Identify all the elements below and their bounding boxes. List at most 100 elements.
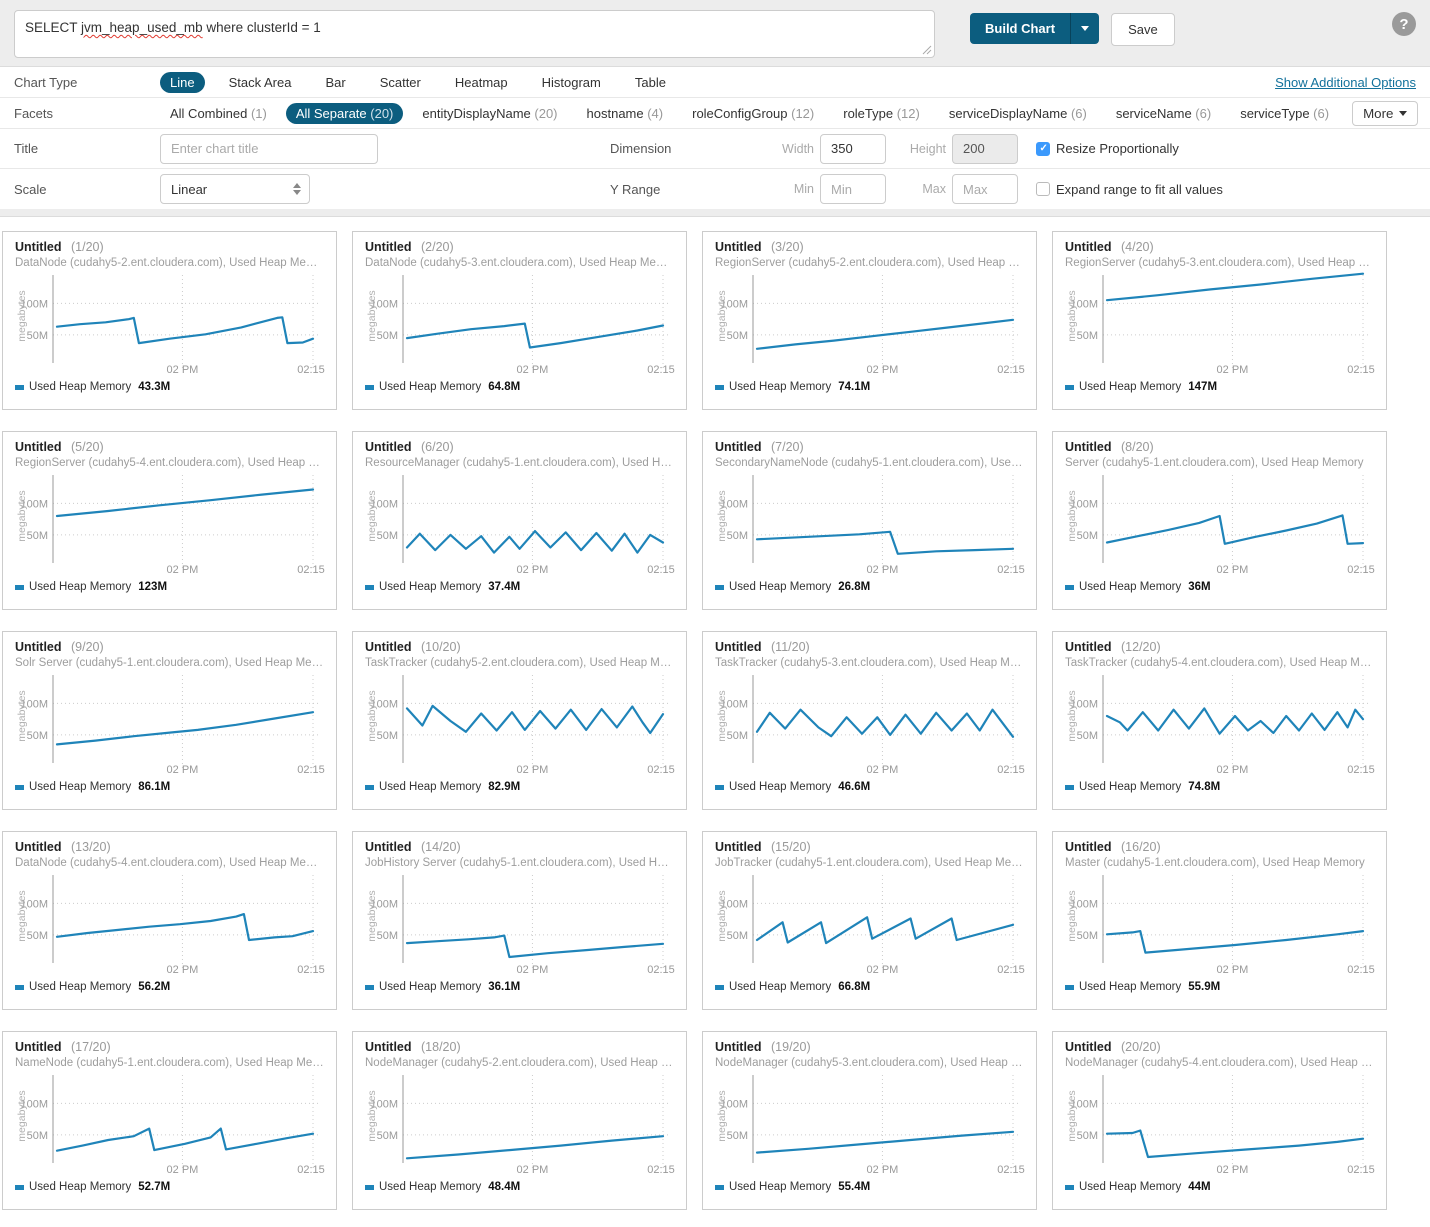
- line-chart-svg: 100M 50M 02 PM 02:15 megabytes: [366, 1075, 675, 1176]
- chart-type-option-scatter[interactable]: Scatter: [379, 74, 421, 90]
- chart-legend: Used Heap Memory 36M: [1065, 581, 1374, 593]
- svg-text:50M: 50M: [1077, 930, 1098, 942]
- line-chart-svg: 100M 50M 02 PM 02:15 megabytes: [366, 875, 675, 976]
- y-axis-label: megabytes: [716, 1090, 728, 1141]
- svg-text:100M: 100M: [720, 498, 748, 510]
- svg-text:50M: 50M: [377, 330, 398, 342]
- chart-legend: Used Heap Memory 26.8M: [715, 581, 1024, 593]
- facet-option-roleconfiggroup[interactable]: roleConfigGroup (12): [692, 105, 815, 121]
- chart-type-option-line[interactable]: Line: [160, 71, 205, 93]
- svg-text:50M: 50M: [1077, 530, 1098, 542]
- chart-card: Untitled (12/20) TaskTracker (cudahy5-4.…: [1052, 631, 1387, 810]
- chart-legend: Used Heap Memory 66.8M: [715, 981, 1024, 993]
- build-chart-dropdown-button[interactable]: [1070, 13, 1099, 44]
- chart-title: Untitled: [365, 240, 412, 254]
- expand-range-checkbox[interactable]: [1036, 182, 1050, 196]
- facet-option-all-combined[interactable]: All Combined (1): [170, 105, 267, 121]
- svg-text:02:15: 02:15: [647, 564, 675, 576]
- chart-type-option-stack-area[interactable]: Stack Area: [228, 74, 292, 90]
- chart-type-option-bar[interactable]: Bar: [325, 74, 346, 90]
- chart-index: (20/20): [1121, 1040, 1161, 1054]
- chart-title-input[interactable]: [160, 133, 378, 164]
- line-chart-svg: 100M 50M 02 PM 02:15 megabytes: [716, 275, 1025, 376]
- facet-option-hostname[interactable]: hostname (4): [586, 105, 664, 121]
- chart-legend: Used Heap Memory 36.1M: [365, 981, 674, 993]
- legend-label: Used Heap Memory: [29, 1181, 132, 1193]
- scale-yrange-row: Scale Linear Y Range Min Max Expand rang…: [0, 169, 1430, 209]
- legend-value: 46.6M: [838, 781, 871, 793]
- chart-subtitle: Server (cudahy5-1.ent.cloudera.com), Use…: [1065, 457, 1364, 469]
- series-line: [1105, 707, 1365, 735]
- y-axis-label: megabytes: [1066, 1090, 1078, 1141]
- yrange-min-input[interactable]: [820, 174, 886, 204]
- svg-text:50M: 50M: [27, 930, 48, 942]
- chart-title: Untitled: [15, 640, 62, 654]
- y-axis-label: megabytes: [366, 290, 378, 341]
- chart-index: (11/20): [771, 640, 810, 654]
- expand-range-option[interactable]: Expand range to fit all values: [1036, 182, 1223, 197]
- chart-legend: Used Heap Memory 52.7M: [15, 1181, 324, 1193]
- query-text-prefix: SELECT: [25, 20, 82, 35]
- series-line: [55, 912, 315, 942]
- yrange-max-input[interactable]: [952, 174, 1018, 204]
- svg-text:100M: 100M: [370, 698, 398, 710]
- chart-subtitle: Solr Server (cudahy5-1.ent.cloudera.com)…: [15, 657, 324, 669]
- legend-label: Used Heap Memory: [379, 1181, 482, 1193]
- svg-text:50M: 50M: [1077, 730, 1098, 742]
- chart-plot: 100M 50M 02 PM 02:15 megabytes: [365, 671, 675, 779]
- line-chart-svg: 100M 50M 02 PM 02:15 megabytes: [366, 675, 675, 776]
- facet-option-servicetype[interactable]: serviceType (6): [1240, 105, 1330, 121]
- chart-type-option-histogram[interactable]: Histogram: [541, 74, 601, 90]
- legend-value: 26.8M: [838, 581, 871, 593]
- build-chart-button[interactable]: Build Chart: [985, 21, 1056, 36]
- chart-card: Untitled (2/20) DataNode (cudahy5-3.ent.…: [352, 231, 687, 410]
- chart-plot: 100M 50M 02 PM 02:15 megabytes: [15, 271, 325, 379]
- svg-text:50M: 50M: [377, 730, 398, 742]
- chart-index: (17/20): [71, 1040, 111, 1054]
- legend-swatch-icon: [715, 1184, 724, 1190]
- help-icon[interactable]: ?: [1392, 12, 1416, 36]
- svg-text:02 PM: 02 PM: [1217, 764, 1249, 776]
- series-line: [755, 1130, 1015, 1154]
- svg-text:50M: 50M: [727, 730, 748, 742]
- chart-legend: Used Heap Memory 43.3M: [15, 381, 324, 393]
- line-chart-svg: 100M 50M 02 PM 02:15 megabytes: [716, 475, 1025, 576]
- textarea-resize-handle-icon[interactable]: [922, 45, 932, 55]
- chart-subtitle: DataNode (cudahy5-3.ent.cloudera.com), U…: [365, 257, 674, 269]
- chart-title: Untitled: [1065, 840, 1112, 854]
- chart-subtitle: RegionServer (cudahy5-2.ent.cloudera.com…: [715, 257, 1024, 269]
- facet-option-all-separate[interactable]: All Separate (20): [285, 102, 404, 124]
- facets-more-button[interactable]: More: [1352, 100, 1419, 126]
- query-input[interactable]: SELECT jvm_heap_used_mb where clusterId …: [14, 10, 935, 58]
- max-label: Max: [922, 182, 946, 196]
- svg-text:02 PM: 02 PM: [517, 764, 549, 776]
- chart-type-option-table[interactable]: Table: [634, 74, 666, 90]
- facet-option-servicename[interactable]: serviceName (6): [1115, 105, 1212, 121]
- chart-subtitle: DataNode (cudahy5-4.ent.cloudera.com), U…: [15, 857, 324, 869]
- svg-text:50M: 50M: [1077, 1130, 1098, 1142]
- series-line: [405, 322, 665, 349]
- scale-select-value: Linear: [171, 181, 208, 197]
- chart-subtitle: JobTracker (cudahy5-1.ent.cloudera.com),…: [715, 857, 1024, 869]
- chart-subtitle: TaskTracker (cudahy5-4.ent.cloudera.com)…: [1065, 657, 1374, 669]
- chart-type-option-heatmap[interactable]: Heatmap: [454, 74, 508, 90]
- scale-select[interactable]: Linear: [160, 174, 310, 204]
- toolbar-buttons: Build Chart Save: [970, 13, 1175, 46]
- svg-text:02:15: 02:15: [1347, 364, 1375, 376]
- chart-plot: 100M 50M 02 PM 02:15 megabytes: [15, 671, 325, 779]
- save-button[interactable]: Save: [1111, 13, 1175, 46]
- svg-text:02:15: 02:15: [297, 764, 325, 776]
- chart-index: (18/20): [421, 1040, 461, 1054]
- chart-title: Untitled: [365, 1040, 412, 1054]
- facet-option-servicedisplayname[interactable]: serviceDisplayName (6): [948, 105, 1087, 121]
- resize-proportionally-checkbox[interactable]: [1036, 141, 1050, 156]
- width-input[interactable]: [820, 133, 886, 164]
- facet-option-entitydisplayname[interactable]: entityDisplayName (20): [422, 105, 558, 121]
- resize-proportionally-option[interactable]: Resize Proportionally: [1036, 141, 1179, 156]
- legend-swatch-icon: [365, 1184, 374, 1190]
- build-chart-split-button: Build Chart: [970, 13, 1100, 44]
- facet-option-roletype[interactable]: roleType (12): [843, 105, 920, 121]
- chart-plot: 100M 50M 02 PM 02:15 megabytes: [15, 1071, 325, 1179]
- min-label: Min: [793, 182, 814, 196]
- show-additional-options-link[interactable]: Show Additional Options: [1275, 74, 1416, 90]
